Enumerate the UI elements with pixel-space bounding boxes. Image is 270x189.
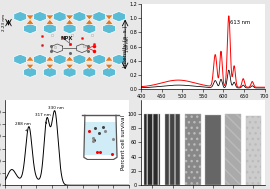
Polygon shape [46,19,54,24]
Bar [205,115,221,185]
Polygon shape [103,67,116,77]
Polygon shape [66,64,74,69]
Polygon shape [66,19,74,24]
Polygon shape [24,67,36,77]
Polygon shape [105,56,113,61]
Polygon shape [105,64,113,69]
Polygon shape [73,12,86,22]
Polygon shape [105,19,113,24]
Polygon shape [26,15,34,20]
Text: 613 nm: 613 nm [230,20,250,25]
Polygon shape [66,15,74,20]
Polygon shape [14,12,27,22]
Bar [225,114,241,185]
Text: 288 nm: 288 nm [15,122,31,131]
X-axis label: Wavelength (nm): Wavelength (nm) [179,100,227,105]
Text: 2.23 nm: 2.23 nm [2,14,6,31]
Polygon shape [85,56,93,61]
Polygon shape [53,54,66,65]
Polygon shape [46,56,54,61]
Polygon shape [14,54,27,65]
Polygon shape [46,15,54,20]
Bar [185,114,201,185]
Y-axis label: Intensity (a. s.): Intensity (a. s.) [123,26,128,67]
Y-axis label: Percent cell survival: Percent cell survival [121,115,126,170]
Text: 150 nm: 150 nm [126,36,130,52]
Polygon shape [83,67,96,77]
Text: 317 nm: 317 nm [35,112,51,124]
Polygon shape [85,15,93,20]
Polygon shape [33,54,46,65]
Polygon shape [105,15,113,20]
Polygon shape [26,19,34,24]
Text: 330 nm: 330 nm [48,106,64,110]
Polygon shape [103,23,116,34]
Polygon shape [85,19,93,24]
Polygon shape [53,12,66,22]
Polygon shape [85,64,93,69]
Bar [144,114,160,185]
Polygon shape [46,64,54,69]
Bar [165,114,180,185]
Polygon shape [24,23,36,34]
Bar [246,116,261,185]
Polygon shape [43,23,56,34]
Polygon shape [63,67,76,77]
Polygon shape [83,23,96,34]
Polygon shape [26,64,34,69]
Polygon shape [33,12,46,22]
Polygon shape [26,56,34,61]
Polygon shape [113,54,125,65]
Polygon shape [113,12,125,22]
Polygon shape [93,12,106,22]
Polygon shape [63,23,76,34]
Polygon shape [73,54,86,65]
Polygon shape [93,54,106,65]
Polygon shape [43,67,56,77]
Text: NPX: NPX [61,36,73,41]
Polygon shape [66,56,74,61]
